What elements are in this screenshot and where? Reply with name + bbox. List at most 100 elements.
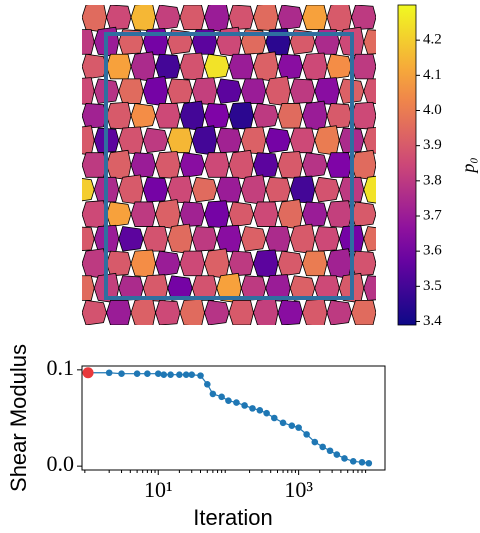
cell — [82, 226, 95, 251]
colorbar-tick-label: 4.1 — [423, 67, 442, 83]
cell — [289, 127, 316, 154]
y-axis-label: Shear Modulus — [6, 344, 31, 492]
cell — [167, 223, 193, 255]
data-point — [204, 380, 211, 388]
cell — [363, 226, 376, 252]
cell — [155, 250, 181, 277]
cell — [240, 126, 267, 155]
cell — [106, 250, 132, 277]
data-point — [295, 424, 302, 431]
cell — [326, 53, 352, 80]
cell — [277, 250, 303, 277]
cell — [191, 275, 218, 301]
cell — [253, 201, 279, 227]
cell — [118, 226, 144, 252]
cell — [204, 299, 230, 325]
data-point — [270, 414, 278, 422]
cell — [130, 51, 156, 82]
cell — [228, 5, 254, 31]
data-point — [218, 393, 225, 401]
colorbar-tick-label: 3.7 — [423, 207, 442, 223]
cell — [277, 151, 303, 179]
data-point — [249, 405, 256, 412]
cell — [314, 77, 340, 106]
cell — [130, 103, 156, 129]
cell — [314, 125, 340, 156]
data-point — [133, 370, 141, 378]
cell — [179, 152, 205, 178]
cell — [265, 75, 291, 107]
cell — [179, 250, 205, 277]
cell — [302, 201, 328, 227]
data-point — [144, 370, 151, 378]
data-point — [333, 451, 341, 458]
cell — [351, 149, 376, 181]
x-tick-label: 10³ — [284, 477, 313, 502]
cell — [363, 29, 376, 55]
cell — [302, 152, 328, 178]
colorbar-tick-label: 3.4 — [423, 313, 442, 329]
cell — [167, 78, 193, 104]
cell — [326, 103, 352, 129]
colorbar — [397, 4, 417, 326]
data-point — [188, 371, 196, 378]
cell — [179, 52, 205, 81]
data-point — [256, 406, 264, 414]
cell — [363, 275, 376, 301]
cell — [82, 5, 107, 33]
data-point — [197, 372, 204, 379]
cell — [265, 127, 291, 154]
cell — [179, 100, 205, 131]
cell — [228, 299, 254, 325]
cell — [155, 299, 181, 325]
colorbar-tick-label: 3.5 — [423, 278, 442, 294]
data-line — [88, 372, 369, 464]
cell — [191, 226, 218, 252]
data-point — [311, 438, 319, 446]
cell — [204, 200, 230, 229]
cell — [216, 127, 242, 154]
cell — [118, 78, 144, 104]
data-point — [160, 371, 168, 378]
cell — [82, 200, 107, 229]
cell — [82, 248, 107, 279]
cell — [314, 226, 340, 252]
cell — [82, 103, 107, 129]
cell — [253, 152, 279, 178]
cell — [167, 127, 193, 154]
cell — [302, 5, 328, 31]
cell — [82, 53, 107, 80]
data-point — [263, 409, 270, 417]
cell — [277, 299, 303, 325]
data-point — [176, 371, 183, 378]
data-point — [288, 422, 296, 430]
cell — [142, 127, 169, 154]
cell — [216, 224, 242, 253]
cell — [216, 78, 242, 104]
cell — [155, 53, 181, 80]
data-point — [167, 371, 174, 378]
cell — [106, 149, 132, 181]
cell — [228, 53, 254, 80]
plot-frame — [81, 365, 386, 471]
data-point — [233, 399, 240, 406]
cell — [326, 200, 352, 229]
cell — [351, 250, 376, 277]
data-point — [365, 459, 373, 467]
cell — [82, 152, 107, 178]
data-point — [182, 371, 190, 378]
cell — [265, 226, 291, 252]
cell — [277, 199, 303, 230]
x-tick-label: 10¹ — [144, 477, 173, 502]
cell — [363, 78, 376, 104]
cell — [277, 5, 303, 31]
cell — [82, 125, 95, 156]
cell — [253, 5, 279, 32]
cell — [326, 248, 352, 279]
data-point — [303, 431, 310, 438]
cell — [228, 250, 254, 277]
cell — [106, 101, 132, 130]
data-point — [154, 370, 162, 378]
cell — [179, 201, 205, 227]
